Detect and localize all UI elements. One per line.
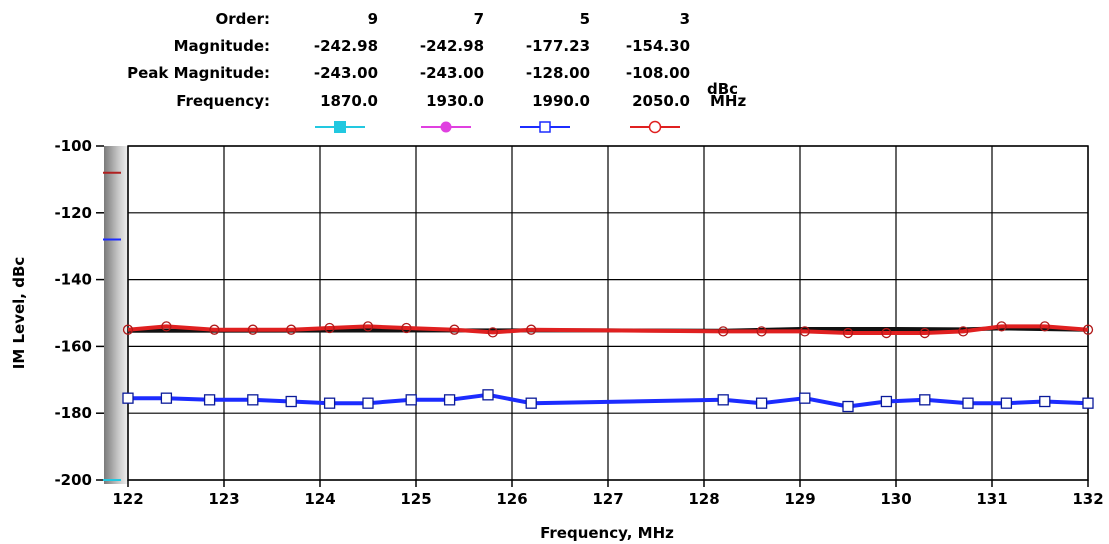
- data-point: [526, 324, 537, 335]
- y-tick-label: -200: [54, 471, 92, 489]
- peak-magnitude-value: -108.00: [625, 64, 690, 82]
- magnitude-value: -177.23: [525, 37, 590, 55]
- data-point: [161, 321, 172, 332]
- data-point: [962, 397, 974, 409]
- x-axis-title: Frequency, MHz: [540, 524, 674, 542]
- frequency-value: 2050.0: [632, 92, 690, 110]
- data-point: [122, 392, 134, 404]
- data-point: [401, 322, 412, 334]
- order-value: 9: [367, 10, 378, 28]
- data-point: [285, 395, 297, 408]
- peak-magnitude-value: -128.00: [525, 64, 590, 82]
- magnitude-label: Magnitude:: [173, 37, 270, 55]
- frequency-value: 1990.0: [532, 92, 590, 110]
- peak-magnitude-value: -243.00: [313, 64, 378, 82]
- data-point: [842, 327, 854, 339]
- peak-magnitude-value: -243.00: [419, 64, 484, 82]
- data-point: [919, 327, 930, 339]
- order-value: 5: [579, 10, 590, 28]
- data-point: [160, 392, 173, 404]
- data-point: [362, 397, 374, 409]
- data-point: [203, 394, 216, 406]
- legend-marker: [648, 120, 662, 134]
- data-point: [958, 326, 969, 337]
- y-axis-title: IM Level, dBc: [10, 257, 28, 370]
- x-tick-label: 128: [688, 490, 719, 508]
- order-label: Order:: [215, 10, 270, 28]
- frequency-value: 1870.0: [320, 92, 378, 110]
- x-tick-label: 131: [976, 490, 1007, 508]
- data-point: [880, 395, 893, 408]
- data-point: [717, 394, 729, 406]
- data-point: [756, 326, 767, 337]
- series-line: [127, 324, 1089, 335]
- legend-marker: [539, 121, 551, 133]
- data-point: [482, 389, 494, 401]
- frequency-value: 1930.0: [426, 92, 484, 110]
- x-tick-label: 124: [304, 490, 335, 508]
- data-point: [1039, 321, 1050, 332]
- data-point: [799, 326, 810, 337]
- magnitude-value: -242.98: [419, 37, 484, 55]
- peak-magnitude-label: Peak Magnitude:: [127, 64, 270, 82]
- magnitude-value: -154.30: [625, 37, 690, 55]
- data-point: [487, 327, 498, 338]
- legend-marker: [334, 121, 346, 133]
- plot-side-strip: [104, 146, 128, 484]
- y-axis: -100 -120 -140 -160 -180 -200: [54, 137, 104, 489]
- data-point: [881, 327, 892, 339]
- data-point: [209, 324, 220, 335]
- data-point: [405, 394, 417, 406]
- data-point: [1000, 397, 1013, 409]
- x-tick-label: 123: [208, 490, 239, 508]
- y-tick-label: -180: [54, 404, 92, 422]
- x-axis: 122 123 124 125 126 127 128 129 130 131 132: [112, 480, 1104, 508]
- data-point: [755, 397, 768, 409]
- data-point: [286, 324, 297, 335]
- legend: [315, 120, 680, 134]
- data-point: [996, 321, 1007, 332]
- data-point: [799, 392, 811, 404]
- x-tick-label: 129: [784, 490, 815, 508]
- frequency-label: Frequency:: [176, 92, 270, 110]
- data-point: [1039, 395, 1051, 408]
- x-tick-label: 130: [880, 490, 911, 508]
- x-tick-label: 125: [400, 490, 431, 508]
- data-point: [247, 394, 259, 406]
- data-point: [842, 400, 854, 413]
- data-point: [247, 324, 258, 335]
- unit-mhz: MHz: [710, 92, 747, 110]
- data-point: [1082, 397, 1094, 409]
- y-tick-label: -160: [54, 337, 92, 355]
- y-tick-label: -100: [54, 137, 92, 155]
- x-tick-label: 127: [592, 490, 623, 508]
- magnitude-value: -242.98: [313, 37, 378, 55]
- grid: [127, 145, 1089, 481]
- data-point: [323, 397, 336, 409]
- data-point: [525, 397, 537, 409]
- data-point: [1082, 324, 1094, 335]
- data-point: [324, 322, 335, 334]
- side-markers: [103, 171, 121, 481]
- legend-marker: [440, 121, 452, 133]
- y-tick-label: -120: [54, 204, 92, 222]
- data-point: [362, 321, 374, 332]
- series-layer: [122, 321, 1094, 413]
- data-point: [718, 326, 729, 337]
- data-point: [919, 394, 931, 406]
- data-point: [443, 394, 456, 406]
- order-value: 3: [679, 10, 690, 28]
- y-tick-label: -140: [54, 271, 92, 289]
- x-tick-label: 126: [496, 490, 527, 508]
- data-point: [122, 324, 134, 335]
- data-point: [449, 324, 460, 335]
- x-tick-label: 122: [112, 490, 143, 508]
- order-value: 7: [473, 10, 484, 28]
- unit-dbc: dBc: [707, 80, 739, 98]
- x-tick-label: 132: [1072, 490, 1103, 508]
